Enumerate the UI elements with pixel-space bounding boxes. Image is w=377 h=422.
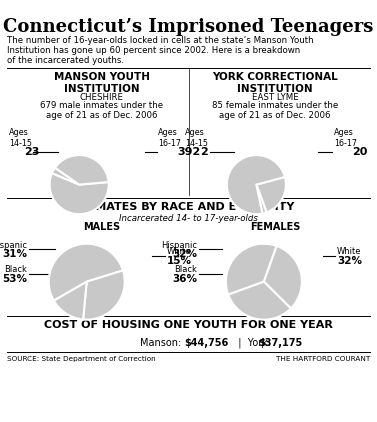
- Text: COST OF HOUSING ONE YOUTH FOR ONE YEAR: COST OF HOUSING ONE YOUTH FOR ONE YEAR: [44, 320, 333, 330]
- Text: 31%: 31%: [2, 249, 27, 259]
- Text: MALES: MALES: [83, 222, 120, 232]
- Text: 85 female inmates under the
age of 21 as of Dec. 2006: 85 female inmates under the age of 21 as…: [212, 101, 338, 120]
- Text: The number of 16-year-olds locked in cells at the state’s Manson Youth: The number of 16-year-olds locked in cel…: [7, 36, 314, 45]
- Text: FEMALES: FEMALES: [250, 222, 300, 232]
- Text: 679 male inmates under the
age of 21 as of Dec. 2006: 679 male inmates under the age of 21 as …: [40, 101, 163, 120]
- Wedge shape: [228, 282, 291, 319]
- Text: White: White: [337, 247, 362, 257]
- Text: SOURCE: State Department of Correction: SOURCE: State Department of Correction: [7, 356, 156, 362]
- Wedge shape: [227, 155, 285, 214]
- Text: EAST LYME: EAST LYME: [252, 93, 299, 102]
- Wedge shape: [256, 185, 267, 214]
- Text: 32%: 32%: [172, 249, 197, 259]
- Text: Ages
16-17: Ages 16-17: [158, 128, 181, 148]
- Text: |  York:: | York:: [233, 338, 275, 349]
- Wedge shape: [52, 168, 79, 185]
- Text: YORK CORRECTIONAL
INSTITUTION: YORK CORRECTIONAL INSTITUTION: [212, 72, 338, 94]
- Wedge shape: [264, 246, 302, 308]
- Text: 53%: 53%: [2, 274, 27, 284]
- Text: MANSON YOUTH
INSTITUTION: MANSON YOUTH INSTITUTION: [54, 72, 150, 94]
- Text: Hispanic: Hispanic: [161, 241, 197, 249]
- Text: Ages
14-15: Ages 14-15: [9, 128, 32, 148]
- Text: 23: 23: [24, 147, 39, 157]
- Text: THE HARTFORD COURANT: THE HARTFORD COURANT: [276, 356, 370, 362]
- Text: Black: Black: [4, 265, 27, 274]
- Text: Ages
16-17: Ages 16-17: [334, 128, 357, 148]
- Wedge shape: [226, 244, 277, 295]
- Text: 15%: 15%: [167, 256, 192, 266]
- Text: of the incarcerated youths.: of the incarcerated youths.: [7, 56, 124, 65]
- Text: 2: 2: [200, 147, 208, 157]
- Text: 32%: 32%: [337, 256, 362, 266]
- Text: Manson:: Manson:: [140, 338, 184, 348]
- Text: 392: 392: [177, 147, 200, 157]
- Text: Connecticut’s Imprisoned Teenagers: Connecticut’s Imprisoned Teenagers: [3, 18, 374, 36]
- Wedge shape: [54, 282, 87, 319]
- Text: Institution has gone up 60 percent since 2002. Here is a breakdown: Institution has gone up 60 percent since…: [7, 46, 300, 55]
- Text: White: White: [167, 247, 192, 257]
- Wedge shape: [50, 173, 109, 214]
- Text: Incarcerated 14- to 17-year-olds: Incarcerated 14- to 17-year-olds: [119, 214, 258, 223]
- Text: Hispanic: Hispanic: [0, 241, 27, 249]
- Text: 20: 20: [352, 147, 367, 157]
- Text: Ages
14-15: Ages 14-15: [185, 128, 208, 148]
- Text: 36%: 36%: [172, 274, 197, 284]
- Wedge shape: [55, 155, 109, 185]
- Text: INMATES BY RACE AND ETHNICITY: INMATES BY RACE AND ETHNICITY: [82, 202, 295, 212]
- Text: $37,175: $37,175: [259, 338, 303, 348]
- Wedge shape: [256, 177, 286, 212]
- Text: CHESHIRE: CHESHIRE: [80, 93, 124, 102]
- Wedge shape: [49, 243, 123, 300]
- Text: Black: Black: [174, 265, 197, 274]
- Wedge shape: [83, 271, 125, 319]
- Text: $44,756: $44,756: [184, 338, 229, 348]
